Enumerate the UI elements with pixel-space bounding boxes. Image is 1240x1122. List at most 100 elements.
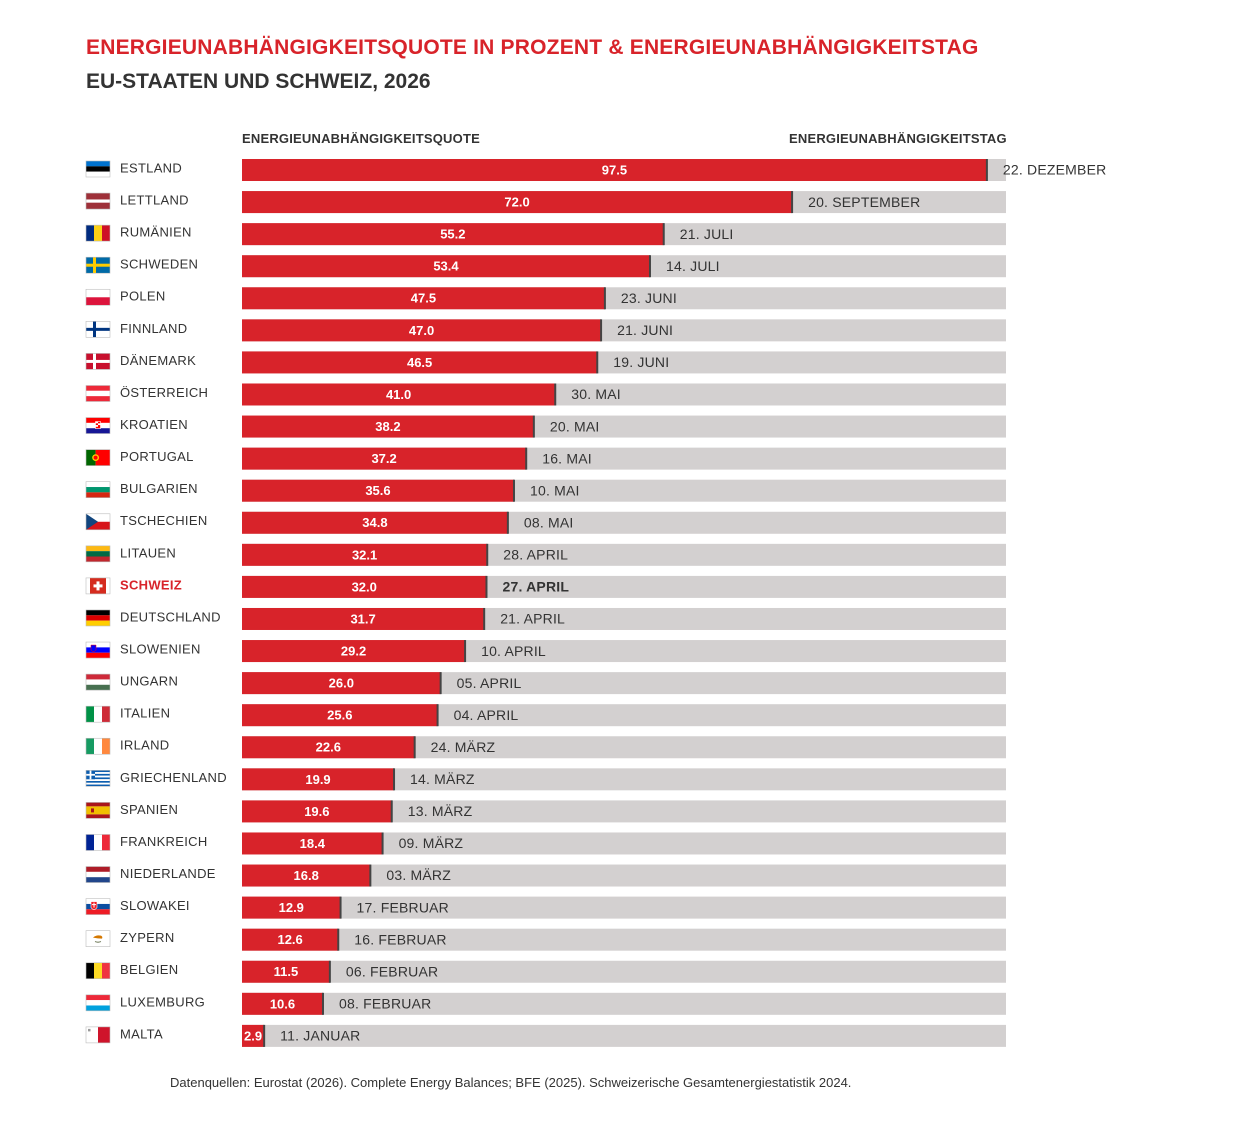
country-label: IRLAND bbox=[120, 738, 169, 753]
bar-row: ZYPERN 12.6 16. FEBRUAR bbox=[85, 928, 1006, 951]
flag-lt-icon bbox=[85, 545, 111, 563]
flag-gr-icon bbox=[85, 770, 111, 787]
bar-track bbox=[242, 768, 1006, 791]
value-label: 18.4 bbox=[300, 836, 326, 851]
value-label: 37.2 bbox=[371, 451, 396, 466]
flag-pt-icon bbox=[85, 449, 111, 466]
bar-row: UNGARN 26.0 05. APRIL bbox=[85, 672, 1006, 695]
value-label: 34.8 bbox=[362, 515, 387, 530]
bar-track bbox=[242, 832, 1006, 855]
bar bbox=[242, 223, 664, 246]
country-label: LITAUEN bbox=[120, 545, 176, 560]
value-label: 26.0 bbox=[329, 676, 354, 691]
value-label: 10.6 bbox=[270, 996, 295, 1011]
bar-row: SCHWEDEN 53.4 14. JULI bbox=[85, 255, 1006, 278]
value-label: 31.7 bbox=[350, 611, 375, 626]
bar bbox=[242, 415, 534, 438]
bar bbox=[242, 319, 602, 342]
bar-track bbox=[242, 992, 1006, 1015]
bar bbox=[242, 832, 383, 855]
flag-bg-icon bbox=[85, 481, 111, 499]
bar-track bbox=[242, 960, 1006, 983]
bar bbox=[242, 960, 330, 983]
country-label: MALTA bbox=[120, 1026, 163, 1041]
value-label: 97.5 bbox=[602, 162, 627, 177]
bar-end-marker bbox=[464, 640, 467, 663]
date-label: 28. APRIL bbox=[503, 547, 568, 563]
bar-end-marker bbox=[369, 864, 372, 887]
country-label: DEUTSCHLAND bbox=[120, 609, 221, 624]
value-label: 32.0 bbox=[352, 579, 377, 594]
bar-row: ITALIEN 25.6 04. APRIL bbox=[85, 704, 1006, 727]
flag-hu-icon bbox=[85, 673, 111, 691]
country-label: BELGIEN bbox=[120, 962, 178, 977]
value-label: 46.5 bbox=[407, 355, 432, 370]
value-label: 12.6 bbox=[277, 932, 302, 947]
flag-cz-icon bbox=[85, 513, 111, 531]
date-label: 22. DEZEMBER bbox=[1003, 162, 1107, 178]
value-label: 2.9 bbox=[244, 1028, 262, 1043]
country-label: SCHWEDEN bbox=[120, 257, 198, 272]
bar bbox=[242, 383, 556, 406]
bar bbox=[242, 511, 508, 534]
date-label: 09. MÄRZ bbox=[399, 835, 464, 851]
bar-end-marker bbox=[321, 992, 324, 1015]
bar-row: ESTLAND 97.5 22. DEZEMBER bbox=[85, 159, 1107, 181]
value-label: 25.6 bbox=[327, 708, 352, 723]
bar-row: KROATIEN 38.2 20. MAI bbox=[85, 415, 1006, 438]
date-label: 08. FEBRUAR bbox=[339, 996, 431, 1012]
country-label: POLEN bbox=[120, 289, 166, 304]
value-label: 12.9 bbox=[279, 900, 304, 915]
date-label: 16. MAI bbox=[542, 450, 592, 466]
country-label: SPANIEN bbox=[120, 802, 178, 817]
bar-row: RUMÄNIEN 55.2 21. JULI bbox=[85, 223, 1006, 246]
bar bbox=[242, 768, 395, 791]
bar bbox=[242, 992, 323, 1015]
date-label: 13. MÄRZ bbox=[408, 803, 473, 819]
flag-ie-icon bbox=[85, 737, 111, 755]
right-column-header: ENERGIEUNABHÄNGIGKEITSTAG bbox=[789, 131, 1007, 146]
bar-row: SLOWENIEN 29.2 10. APRIL bbox=[85, 640, 1006, 663]
bar-row: FINNLAND 47.0 21. JUNI bbox=[85, 319, 1006, 342]
bar-end-marker bbox=[554, 383, 557, 406]
date-label: 24. MÄRZ bbox=[431, 739, 496, 755]
bar-end-marker bbox=[532, 415, 535, 438]
bar-row: ÖSTERREICH 41.0 30. MAI bbox=[85, 383, 1006, 406]
bar-track bbox=[242, 896, 1006, 919]
bar-row: MALTA 2.9 11. JANUAR bbox=[85, 1024, 1006, 1047]
date-label: 10. APRIL bbox=[481, 643, 546, 659]
bar bbox=[242, 607, 485, 630]
bar-end-marker bbox=[381, 832, 384, 855]
bar-end-marker bbox=[512, 479, 515, 502]
bar-row: POLEN 47.5 23. JUNI bbox=[85, 287, 1006, 310]
flag-ch-icon bbox=[85, 577, 111, 595]
data-source-note: Datenquellen: Eurostat (2026). Complete … bbox=[170, 1075, 852, 1090]
bar-row: BULGARIEN 35.6 10. MAI bbox=[85, 479, 1006, 502]
bar-track bbox=[242, 800, 1006, 823]
bar-end-marker bbox=[436, 704, 439, 727]
country-label: LETTLAND bbox=[120, 193, 189, 208]
country-label: FRANKREICH bbox=[120, 834, 208, 849]
flag-pl-icon bbox=[85, 288, 111, 306]
flag-mt-icon bbox=[85, 1026, 111, 1044]
date-label: 05. APRIL bbox=[457, 675, 522, 691]
country-label: GRIECHENLAND bbox=[120, 770, 227, 785]
date-label: 20. MAI bbox=[550, 418, 600, 434]
bar-row: TSCHECHIEN 34.8 08. MAI bbox=[85, 511, 1006, 534]
country-label: ESTLAND bbox=[120, 160, 182, 175]
bar bbox=[242, 287, 605, 310]
date-label: 14. MÄRZ bbox=[410, 771, 475, 787]
bar bbox=[242, 543, 488, 566]
date-label: 17. FEBRUAR bbox=[357, 899, 449, 915]
bar bbox=[242, 800, 392, 823]
date-label: 21. JULI bbox=[680, 226, 734, 242]
bar bbox=[242, 479, 514, 502]
bar bbox=[242, 159, 987, 181]
value-label: 72.0 bbox=[504, 195, 529, 210]
bar bbox=[242, 896, 341, 919]
flag-sk-icon bbox=[85, 898, 111, 915]
country-label: ITALIEN bbox=[120, 706, 170, 721]
value-label: 47.0 bbox=[409, 323, 434, 338]
bar-end-marker bbox=[596, 351, 599, 374]
value-label: 38.2 bbox=[375, 419, 400, 434]
